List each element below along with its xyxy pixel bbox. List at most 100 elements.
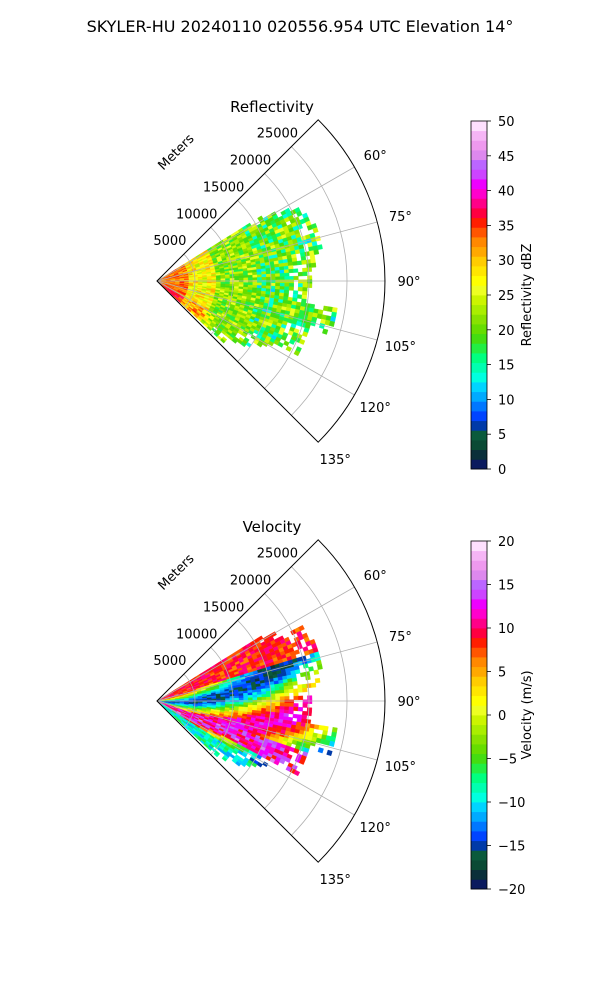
field-cell [313,249,320,255]
field-cell [231,338,238,344]
colorbar-swatch [471,802,487,813]
field-cell [247,274,253,279]
field-cell [279,696,285,701]
colorbar-swatch [471,599,487,610]
field-cell [261,274,267,278]
field-cell [279,699,285,704]
field-cell [288,268,294,274]
field-cell [308,666,314,672]
field-cell [275,693,281,698]
reflectivity-grid: 5000 10000 15000 20000 25000 60° 75° 90° 105° 120… [153,119,421,468]
colorbar-tick-label: −10 [498,796,525,811]
azimuth-spoke [156,586,355,702]
colorbar-swatch [471,343,487,354]
field-cell [288,688,294,694]
field-cell [256,341,263,348]
field-cell [257,699,263,703]
field-cell [302,703,308,708]
field-cell [279,709,285,714]
field-cell [266,282,272,287]
field-cell [261,702,267,707]
field-cell [279,276,285,281]
field-cell [243,275,249,279]
field-cell [213,752,219,758]
field-cell [284,706,290,711]
field-cell [257,697,263,701]
field-cell [284,286,290,291]
field-cell [270,276,276,281]
field-cell [266,696,272,701]
field-cell [229,278,235,281]
field-cell [274,690,281,695]
field-cell [279,706,285,711]
colorbar-tick-label: −15 [498,840,525,855]
field-cell [306,707,313,713]
colorbar-swatch [471,411,487,422]
azimuth-tick-label: 90° [397,275,420,290]
colorbar-tick-label: 15 [498,579,515,594]
reflectivity-panel: Reflectivity 5000 10000 15000 20000 25000 60°… [153,98,535,478]
field-cell [238,695,244,699]
field-cell [284,702,290,708]
field-cell [252,702,258,706]
field-cell [265,693,272,698]
azimuth-spoke [156,280,355,396]
field-cell [284,696,290,701]
reflectivity-colorbar-label: Reflectivity dBZ [520,244,535,347]
reflectivity-radial-label: Meters [156,131,198,173]
colorbar-swatch [471,666,487,677]
field-cell [288,706,294,711]
field-cell [270,702,276,707]
field-cell [301,331,309,338]
colorbar-swatch [471,715,487,726]
field-cell [310,262,317,268]
azimuth-tick-label: 60° [364,149,387,164]
field-cell [301,710,308,716]
field-cell [302,687,308,693]
colorbar-tick-label: 35 [498,219,515,234]
colorbar-swatch [471,237,487,248]
colorbar-swatch [471,676,487,687]
field-cell [288,283,295,288]
field-cell [307,283,313,289]
reflectivity-title: Reflectivity [230,98,314,116]
field-cell [265,273,272,278]
field-cell [314,677,321,684]
radial-tick-label: 25000 [257,127,298,142]
field-cell [328,320,335,327]
field-cell [302,283,308,288]
field-cell [304,251,311,257]
colorbar-swatch [471,198,487,209]
field-cell [265,690,272,695]
field-cell [293,706,299,712]
field-cell [306,683,312,689]
velocity-title: Velocity [243,518,302,536]
field-cell [307,275,313,280]
field-cell [297,688,303,693]
field-cell [256,282,263,286]
field-cell [243,700,249,703]
field-cell [235,761,242,767]
azimuth-spoke [156,221,378,282]
field-cell [293,692,299,697]
field-cell [261,279,267,284]
colorbar-swatch [471,169,487,180]
radial-tick-label: 10000 [176,207,217,222]
field-cell [220,698,226,701]
field-cell [238,277,244,281]
colorbar-swatch [471,420,487,431]
colorbar-swatch [471,647,487,658]
field-cell [283,685,289,691]
azimuth-tick-label: 75° [389,630,412,645]
field-cell [240,341,247,348]
field-cell [247,277,254,281]
colorbar-swatch [471,256,487,267]
field-cell [274,266,280,271]
field-cell [306,711,312,717]
colorbar-swatch [471,401,487,412]
radial-tick-label: 15000 [203,180,244,195]
field-cell [275,696,281,701]
field-cell [275,705,281,710]
colorbar-swatch [471,541,487,552]
azimuth-spoke [156,280,378,341]
